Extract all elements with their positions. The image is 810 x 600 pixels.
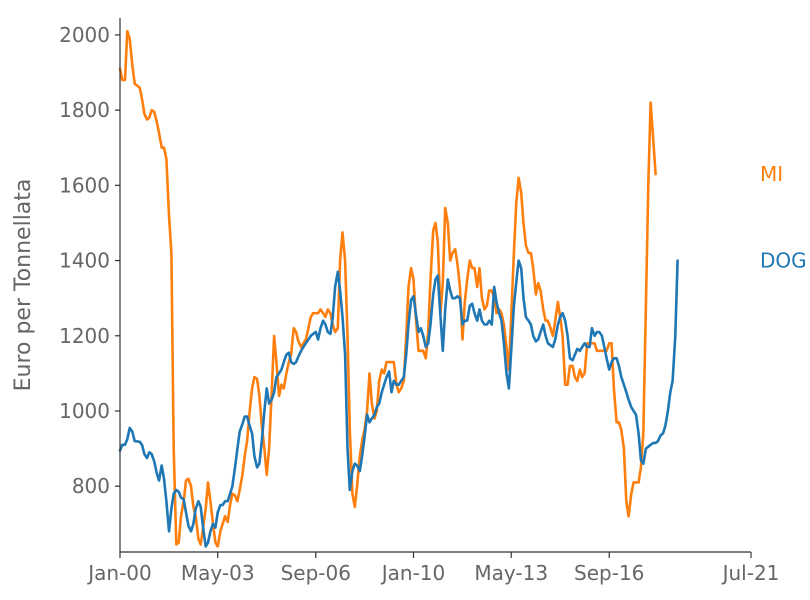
x-tick-label: Sep-06 [281, 561, 351, 585]
y-tick-label: 1400 [59, 249, 110, 273]
x-tick-label: May-03 [181, 561, 255, 585]
plot-lines [118, 29, 679, 548]
x-tick-label: Sep-16 [574, 561, 644, 585]
x-tick-label: Jul-21 [721, 561, 780, 585]
y-tick-label: 1000 [59, 399, 110, 423]
series-line-mi [118, 29, 657, 548]
x-tick-label: Jan-00 [86, 561, 152, 585]
y-axis-title: Euro per Tonnellata [11, 179, 36, 392]
series-label-mi: MI [760, 162, 783, 186]
x-axis-ticks: Jan-00 May-03 Sep-06 Jan-10 May-13 Sep-16 Jul-… [86, 552, 779, 585]
series-label-dog: DOG [760, 249, 807, 273]
series-line-dog [118, 259, 679, 548]
y-tick-label: 2000 [59, 23, 110, 47]
x-tick-label: May-13 [474, 561, 548, 585]
y-tick-label: 1600 [59, 173, 110, 197]
y-tick-label: 1200 [59, 324, 110, 348]
y-tick-label: 1800 [59, 98, 110, 122]
y-tick-label: 800 [72, 474, 110, 498]
x-tick-label: Jan-10 [380, 561, 446, 585]
series-labels: MI DOG [760, 162, 807, 272]
y-axis-ticks: 800 1000 1200 1400 1600 1800 2000 [59, 23, 120, 498]
